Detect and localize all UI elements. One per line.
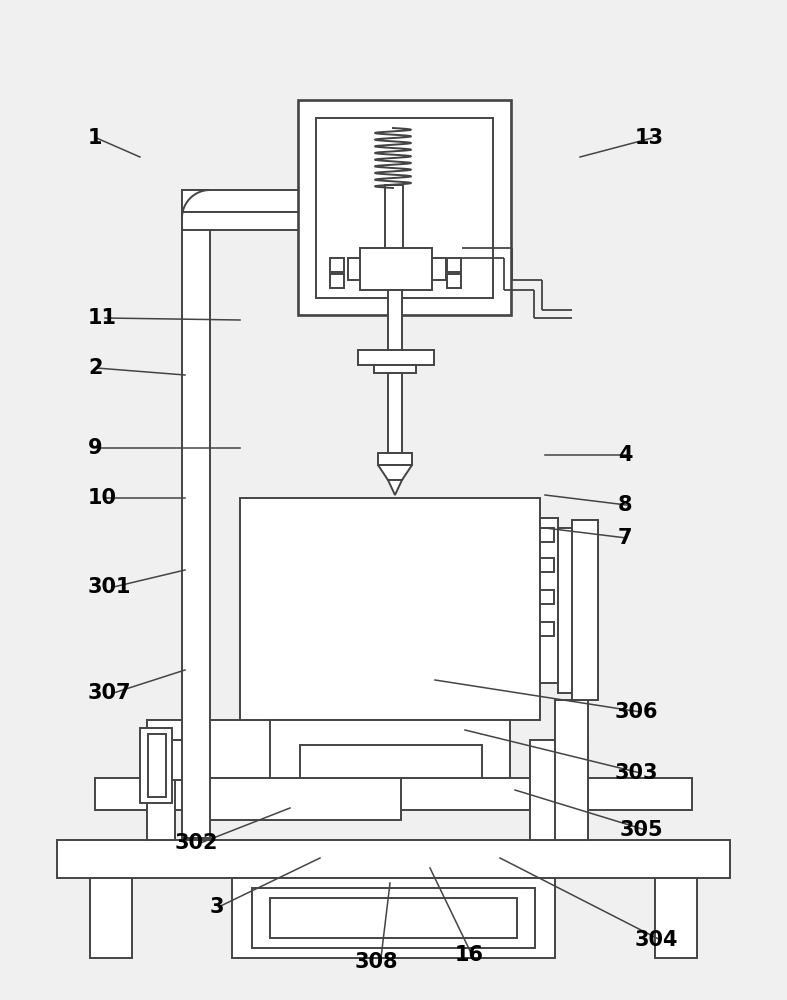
Text: 303: 303 bbox=[615, 763, 659, 783]
Bar bbox=[388, 290, 402, 350]
Text: 301: 301 bbox=[88, 577, 131, 597]
Text: 7: 7 bbox=[618, 528, 633, 548]
Text: 304: 304 bbox=[635, 930, 678, 950]
Bar bbox=[555, 700, 588, 840]
Text: 10: 10 bbox=[88, 488, 117, 508]
Bar bbox=[378, 453, 412, 465]
Bar bbox=[348, 258, 446, 280]
Bar bbox=[447, 258, 461, 272]
Bar bbox=[140, 728, 172, 803]
Bar bbox=[147, 740, 186, 780]
Polygon shape bbox=[388, 480, 402, 495]
Bar bbox=[57, 840, 730, 878]
Bar bbox=[388, 373, 402, 453]
Bar bbox=[232, 878, 555, 958]
Bar bbox=[316, 118, 493, 298]
Bar bbox=[558, 528, 598, 693]
Text: 11: 11 bbox=[88, 308, 117, 328]
Text: 8: 8 bbox=[618, 495, 633, 515]
Bar bbox=[147, 720, 186, 740]
Polygon shape bbox=[378, 465, 412, 480]
Bar bbox=[374, 365, 416, 373]
Bar bbox=[358, 350, 434, 365]
Bar bbox=[186, 778, 401, 820]
Bar bbox=[540, 528, 554, 542]
Bar bbox=[530, 740, 588, 840]
Bar bbox=[148, 734, 166, 797]
Bar bbox=[298, 100, 511, 315]
Bar bbox=[330, 274, 344, 288]
Bar bbox=[540, 518, 558, 683]
Bar bbox=[90, 878, 132, 958]
Text: 13: 13 bbox=[635, 128, 664, 148]
Bar bbox=[540, 590, 554, 604]
Text: 305: 305 bbox=[620, 820, 663, 840]
Bar bbox=[540, 622, 554, 636]
Bar bbox=[240, 498, 540, 720]
Text: 307: 307 bbox=[88, 683, 131, 703]
Bar bbox=[252, 888, 535, 948]
Bar bbox=[182, 190, 210, 838]
Text: 3: 3 bbox=[210, 897, 224, 917]
Bar bbox=[270, 898, 517, 938]
Bar bbox=[182, 212, 300, 230]
Text: 1: 1 bbox=[88, 128, 102, 148]
Bar bbox=[147, 778, 175, 840]
Bar bbox=[360, 248, 432, 290]
Bar bbox=[330, 258, 344, 272]
Bar bbox=[186, 720, 401, 778]
Bar bbox=[530, 778, 558, 840]
Bar bbox=[572, 520, 598, 700]
Bar bbox=[182, 190, 300, 212]
Text: 308: 308 bbox=[355, 952, 398, 972]
Text: 4: 4 bbox=[618, 445, 633, 465]
Bar bbox=[300, 745, 482, 778]
Bar bbox=[540, 558, 554, 572]
Text: 306: 306 bbox=[615, 702, 659, 722]
Bar bbox=[447, 274, 461, 288]
Text: 9: 9 bbox=[88, 438, 102, 458]
Bar bbox=[270, 720, 510, 778]
Text: 16: 16 bbox=[455, 945, 484, 965]
Bar bbox=[385, 185, 403, 260]
Bar bbox=[95, 778, 692, 810]
Text: 302: 302 bbox=[175, 833, 219, 853]
Bar bbox=[655, 878, 697, 958]
Text: 2: 2 bbox=[88, 358, 102, 378]
